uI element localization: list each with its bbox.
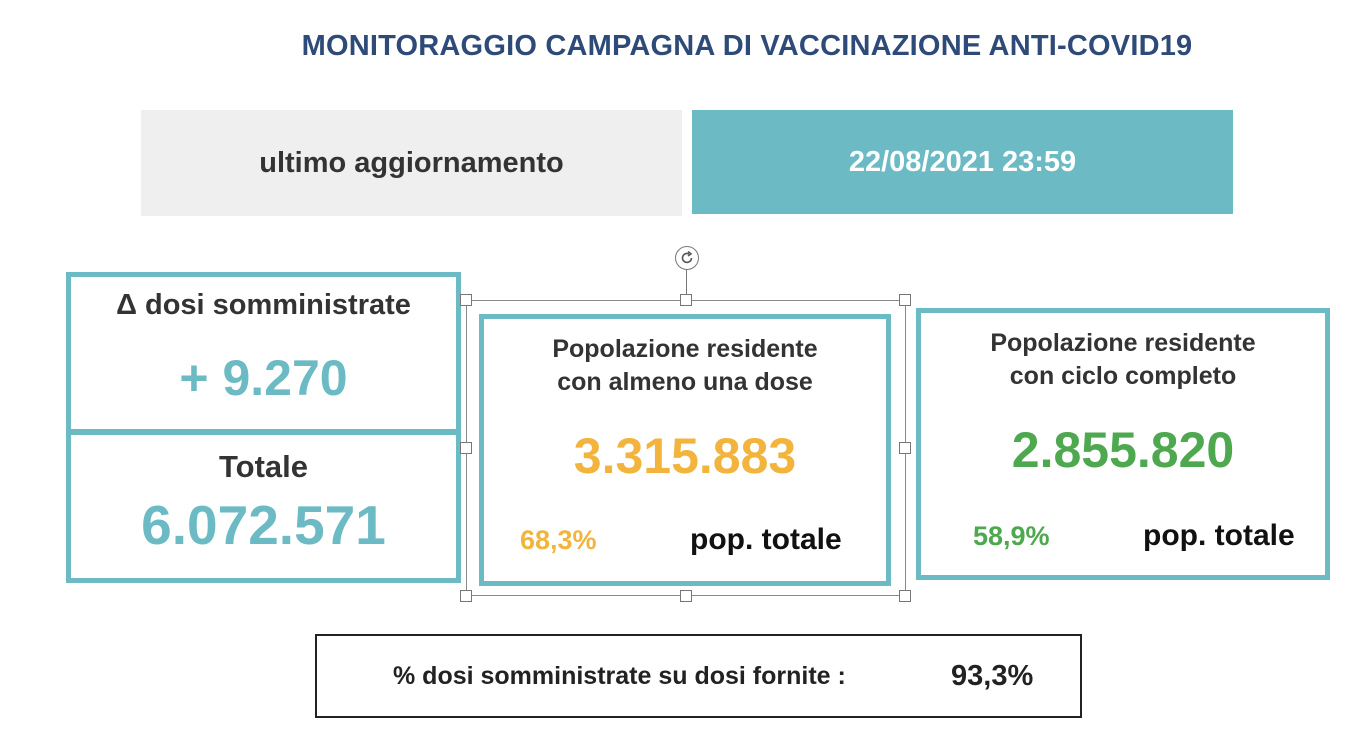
doses-ratio-value: 93,3%: [951, 660, 1034, 692]
delta-doses-label: Δ dosi somministrate: [116, 289, 411, 321]
one-dose-label: Popolazione residente con almeno una dos…: [484, 333, 886, 399]
resize-handle-bottom[interactable]: [680, 590, 692, 602]
total-doses-card: Totale 6.072.571: [66, 430, 461, 583]
total-doses-value: 6.072.571: [141, 494, 386, 556]
rotate-handle-stem: [686, 266, 687, 300]
resize-handle-top-right[interactable]: [899, 294, 911, 306]
one-dose-label-line2: con almeno una dose: [557, 368, 813, 396]
full-cycle-label: Popolazione residente con ciclo completo: [921, 327, 1325, 393]
resize-handle-left[interactable]: [460, 442, 472, 454]
full-cycle-percent: 58,9%: [973, 521, 1050, 551]
full-cycle-label-line1: Popolazione residente: [990, 329, 1256, 357]
last-update-value: 22/08/2021 23:59: [692, 110, 1233, 214]
resize-handle-top[interactable]: [680, 294, 692, 306]
one-dose-percent: 68,3%: [520, 525, 597, 555]
delta-doses-card: Δ dosi somministrate + 9.270: [66, 272, 461, 434]
one-dose-card[interactable]: Popolazione residente con almeno una dos…: [479, 314, 891, 586]
full-cycle-value: 2.855.820: [1011, 422, 1235, 478]
resize-handle-bottom-left[interactable]: [460, 590, 472, 602]
delta-doses-value: + 9.270: [179, 350, 348, 406]
one-dose-value: 3.315.883: [573, 428, 797, 484]
resize-handle-bottom-right[interactable]: [899, 590, 911, 602]
rotate-icon[interactable]: [675, 246, 699, 270]
doses-ratio-label: % dosi somministrate su dosi fornite :: [393, 662, 846, 690]
last-update-label: ultimo aggiornamento: [141, 110, 682, 216]
page-title: MONITORAGGIO CAMPAGNA DI VACCINAZIONE AN…: [301, 29, 1193, 62]
full-cycle-percent-label: pop. totale: [1143, 519, 1295, 552]
one-dose-percent-label: pop. totale: [690, 523, 842, 556]
one-dose-label-line1: Popolazione residente: [552, 335, 818, 363]
resize-handle-top-left[interactable]: [460, 294, 472, 306]
full-cycle-card: Popolazione residente con ciclo completo…: [916, 308, 1330, 580]
total-doses-label: Totale: [219, 449, 308, 484]
full-cycle-label-line2: con ciclo completo: [1009, 362, 1237, 390]
doses-ratio-box: % dosi somministrate su dosi fornite : 9…: [315, 634, 1082, 718]
resize-handle-right[interactable]: [899, 442, 911, 454]
